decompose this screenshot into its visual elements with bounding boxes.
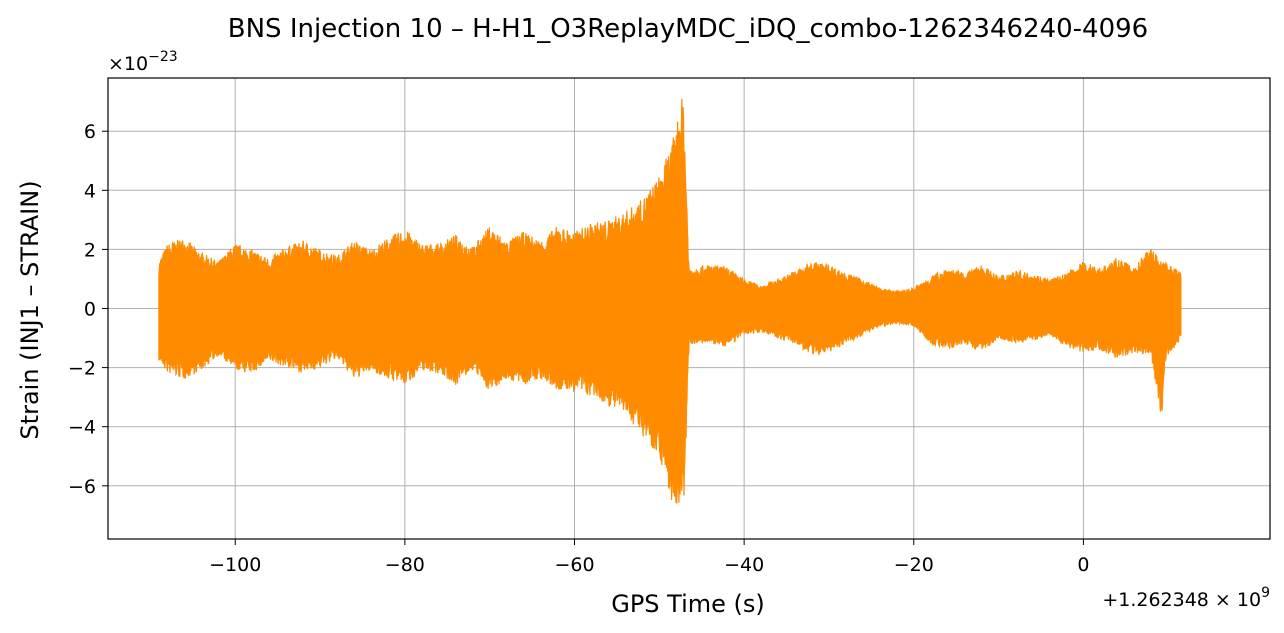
y-scale-multiplier: ×10−23 — [108, 49, 178, 75]
x-tick-label: −20 — [894, 554, 934, 576]
x-tick-label: −80 — [385, 554, 425, 576]
y-tick-label: 2 — [84, 239, 96, 261]
x-tick-label: 0 — [1077, 554, 1089, 576]
x-axis-label: GPS Time (s) — [611, 590, 765, 618]
x-axis-ticks: −100 −80 −60 −40 −20 0 — [209, 539, 1089, 576]
x-offset-exponent: 9 — [1261, 585, 1270, 601]
x-tick-label: −60 — [554, 554, 594, 576]
x-tick-label: −100 — [209, 554, 261, 576]
y-tick-label: 6 — [84, 121, 96, 143]
y-axis-ticks: −6 −4 −2 0 2 4 6 — [68, 121, 108, 498]
x-tick-label: −40 — [724, 554, 764, 576]
y-tick-label: −2 — [68, 358, 96, 380]
chart-title: BNS Injection 10 – H-H1_O3ReplayMDC_iDQ_… — [228, 14, 1148, 44]
x-offset-label: +1.262348 × 109 — [1102, 585, 1270, 611]
y-tick-label: −4 — [68, 417, 96, 439]
svg-text:×10−23: ×10−23 — [108, 49, 178, 75]
y-scale-exponent: −23 — [148, 49, 178, 65]
y-tick-label: 4 — [84, 180, 96, 202]
y-tick-label: 0 — [84, 299, 96, 321]
x-offset-base: +1.262348 × 10 — [1102, 589, 1261, 611]
y-axis-label: Strain (INJ1 – STRAIN) — [16, 180, 44, 439]
svg-text:+1.262348 × 109: +1.262348 × 109 — [1102, 585, 1270, 611]
y-scale-base: ×10 — [108, 53, 148, 75]
plot-area — [158, 98, 1182, 504]
y-tick-label: −6 — [68, 476, 96, 498]
strain-signal-line — [158, 98, 1181, 504]
strain-signal-edge — [158, 98, 1182, 504]
